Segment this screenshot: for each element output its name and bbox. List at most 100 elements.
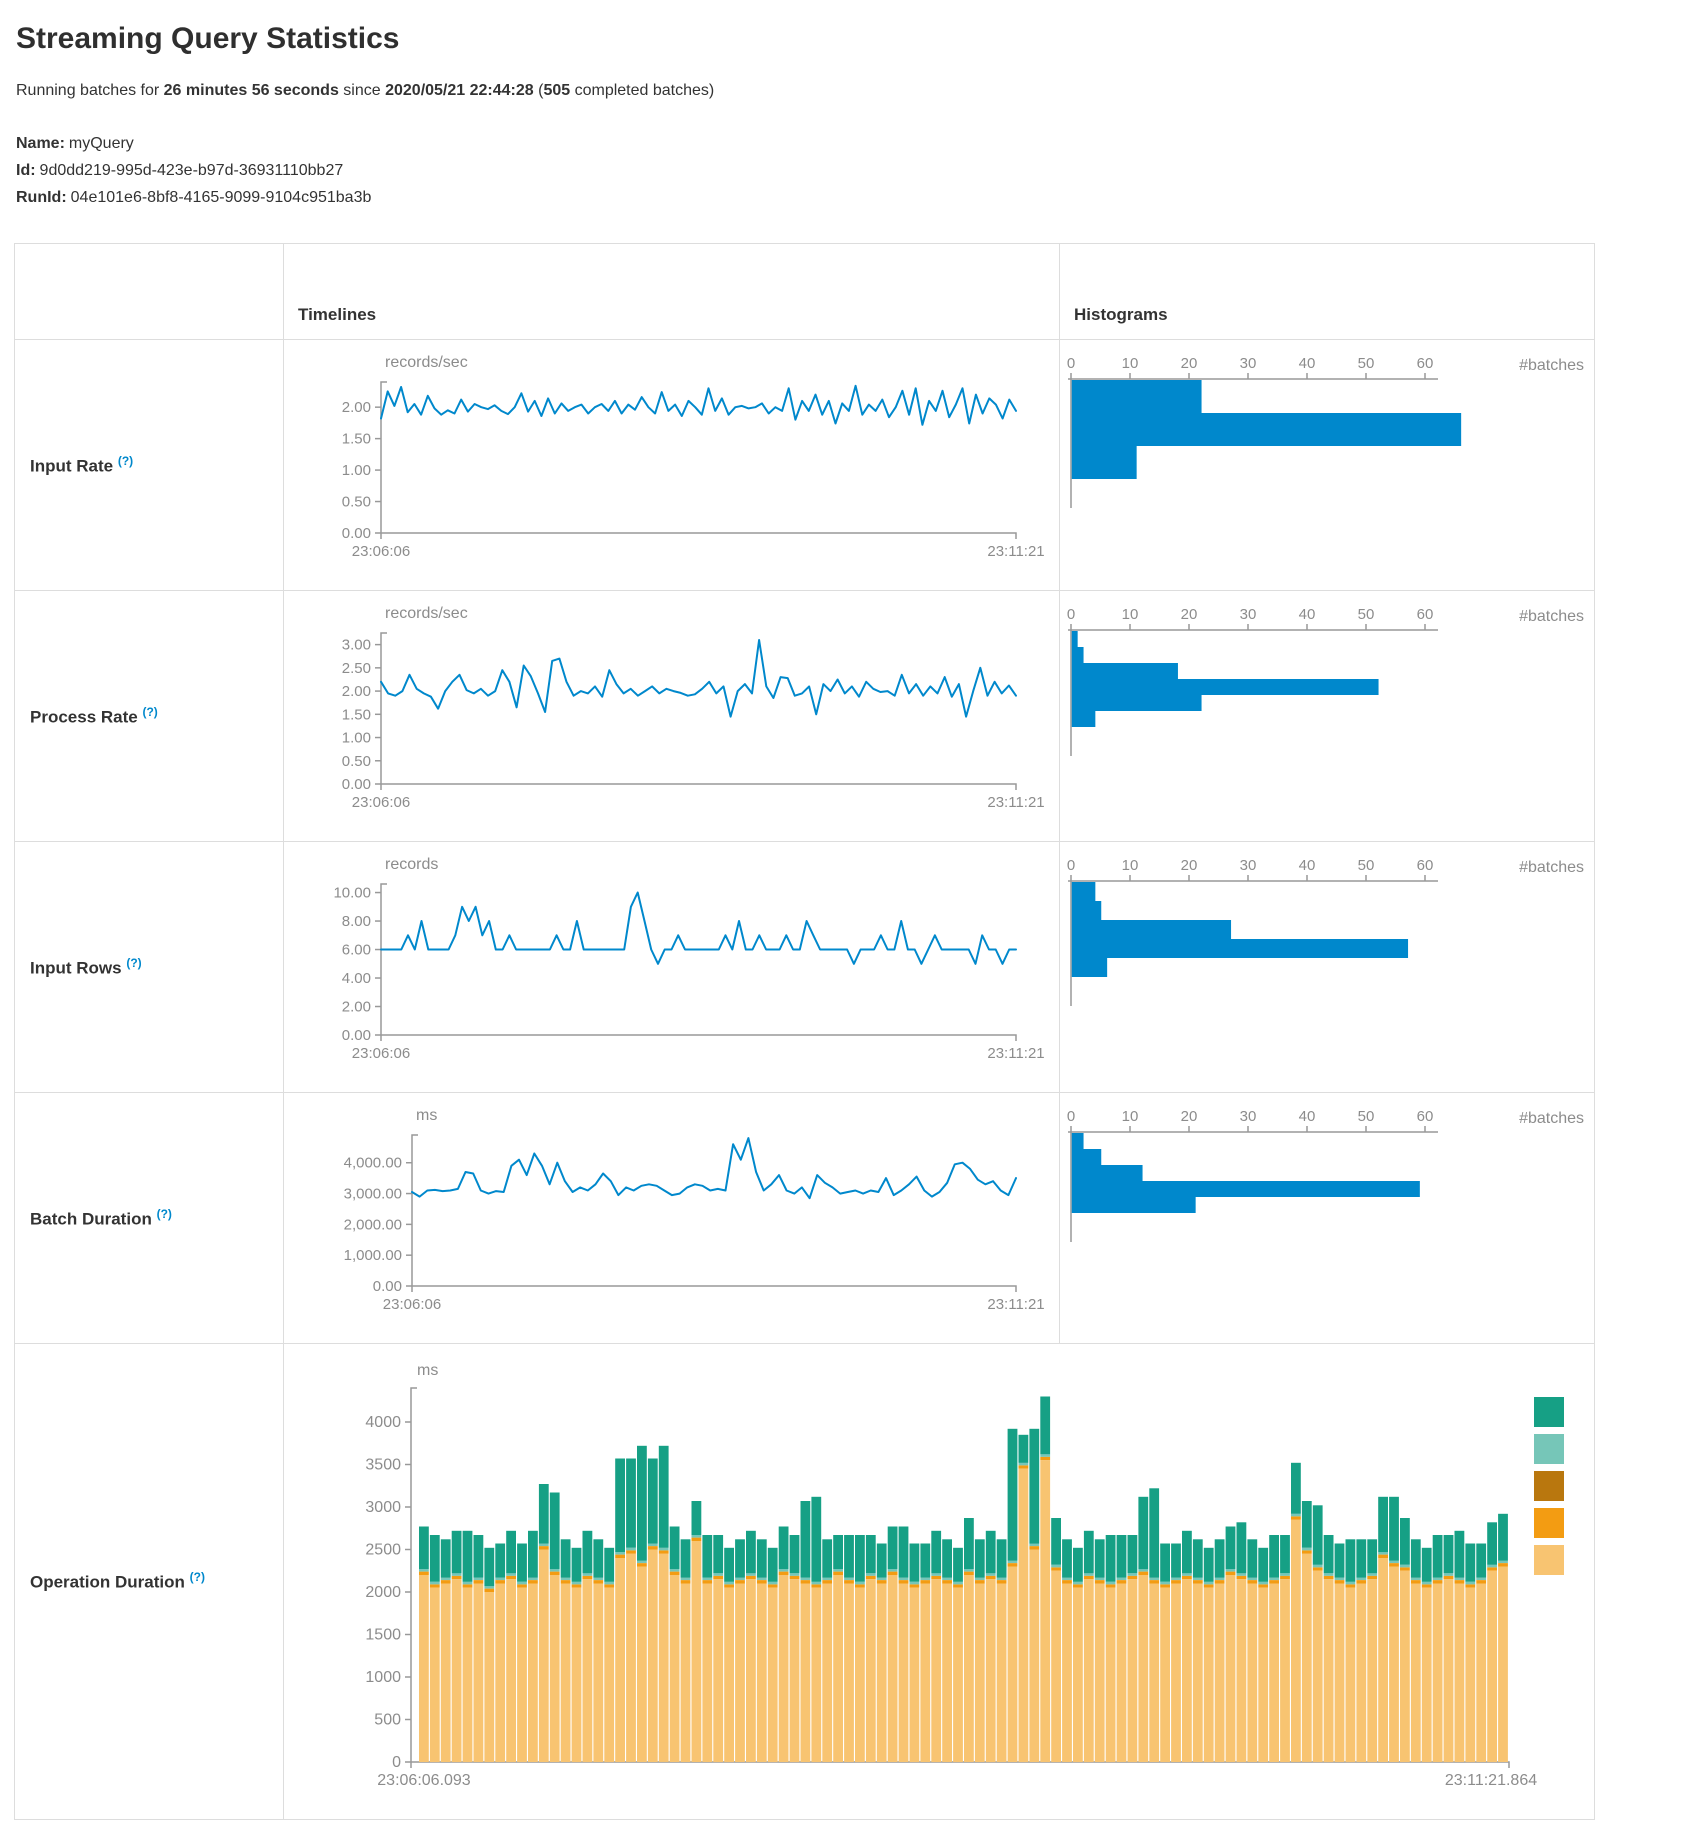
page-title: Streaming Query Statistics	[16, 22, 400, 55]
input-rows-label-cell: Input Rows (?)	[14, 841, 284, 1093]
query-runid-row: RunId: 04e101e6-8bf8-4165-9099-9104c951ba…	[16, 184, 1693, 211]
svg-text:0.50: 0.50	[342, 494, 371, 511]
summary-prefix: Running batches for	[16, 82, 164, 99]
svg-text:3000: 3000	[365, 1499, 401, 1516]
svg-text:1,000.00: 1,000.00	[344, 1247, 402, 1264]
query-meta: Name: myQuery Id: 9d0dd219-995d-423e-b97d-…	[16, 130, 1693, 211]
operation-duration-label-cell: Operation Duration (?)	[14, 1343, 284, 1820]
input-rows-timeline-chart: records 0.00 2.00 4.00 6.00 8.00 10.00 23:06:06…	[283, 841, 1060, 1093]
svg-text:50: 50	[1358, 857, 1375, 874]
input-rows-help-icon[interactable]: (?)	[126, 955, 142, 970]
svg-text:10: 10	[1122, 1108, 1139, 1125]
svg-text:0.00: 0.00	[373, 1278, 402, 1295]
operation-duration-row: Operation Duration (?) ms 0 500 1000 1500 200…	[14, 1343, 1595, 1820]
header-row: Timelines Histograms	[14, 243, 1595, 340]
process-rate-help-icon[interactable]: (?)	[142, 704, 158, 719]
summary-paren: (	[533, 82, 544, 99]
operation-duration-stacked-svg: ms 0 500 1000 1500 2000 2500 3000 3500 4000 23:06:…	[365, 1362, 1564, 1789]
svg-text:0: 0	[1067, 857, 1075, 874]
input-rows-timeline-svg: records 0.00 2.00 4.00 6.00 8.00 10.00 23:06:06…	[333, 856, 1044, 1062]
svg-text:records: records	[385, 856, 438, 873]
svg-text:0: 0	[1067, 606, 1075, 623]
svg-text:60: 60	[1417, 857, 1434, 874]
batch-duration-label-cell: Batch Duration (?)	[14, 1092, 284, 1344]
svg-text:40: 40	[1299, 606, 1316, 623]
histograms-header: Histograms	[1059, 243, 1595, 340]
svg-text:60: 60	[1417, 355, 1434, 372]
summary-duration: 26 minutes 56 seconds	[163, 82, 339, 99]
batch-duration-row: Batch Duration (?) ms 0.00 1,000.00 2,000.0…	[14, 1092, 1595, 1344]
svg-text:1.00: 1.00	[342, 730, 371, 747]
svg-text:500: 500	[374, 1712, 401, 1729]
input-rate-label-cell: Input Rate (?)	[14, 339, 284, 591]
svg-text:3,000.00: 3,000.00	[344, 1186, 402, 1203]
svg-text:0.00: 0.00	[342, 1027, 371, 1044]
svg-text:23:06:06: 23:06:06	[352, 543, 410, 560]
operation-duration-help-icon[interactable]: (?)	[189, 1570, 205, 1585]
input-rows-histogram-svg: #batches 0 10 20 30 40 50 60	[1067, 857, 1584, 1006]
batch-duration-help-icon[interactable]: (?)	[156, 1206, 172, 1221]
svg-text:23:11:21: 23:11:21	[987, 543, 1044, 560]
svg-text:0.00: 0.00	[342, 776, 371, 793]
svg-text:50: 50	[1358, 355, 1375, 372]
svg-text:23:11:21: 23:11:21	[987, 794, 1044, 811]
input-rate-help-icon[interactable]: (?)	[117, 453, 134, 468]
svg-text:23:06:06: 23:06:06	[352, 794, 410, 811]
svg-text:2.00: 2.00	[342, 683, 371, 700]
query-name-row: Name: myQuery	[16, 130, 1693, 157]
statistics-table: Timelines Histograms Input Rate (?) reco…	[14, 243, 1595, 1820]
summary-start-time: 2020/05/21 22:44:28	[385, 82, 534, 99]
operation-duration-chart: ms 0 500 1000 1500 2000 2500 3000 3500 4000 23:06:…	[283, 1343, 1595, 1820]
svg-text:2.00: 2.00	[342, 999, 371, 1016]
svg-text:0: 0	[392, 1754, 401, 1771]
svg-text:20: 20	[1181, 606, 1198, 623]
process-rate-timeline-svg: records/sec 0.00 0.50 1.00 1.50 2.00 2.50 3.00 2…	[342, 605, 1045, 811]
summary-suffix: completed batches)	[570, 82, 715, 99]
svg-text:40: 40	[1299, 355, 1316, 372]
timelines-header: Timelines	[283, 243, 1060, 340]
svg-text:records/sec: records/sec	[385, 605, 468, 622]
svg-text:50: 50	[1358, 606, 1375, 623]
svg-text:3.00: 3.00	[342, 637, 371, 654]
svg-text:0.00: 0.00	[342, 525, 371, 542]
svg-text:23:06:06: 23:06:06	[352, 1045, 410, 1062]
runid-label: RunId:	[16, 189, 67, 206]
svg-text:20: 20	[1181, 1108, 1198, 1125]
svg-text:20: 20	[1181, 355, 1198, 372]
svg-text:2500: 2500	[365, 1542, 401, 1559]
svg-text:40: 40	[1299, 857, 1316, 874]
summary-mid: since	[338, 82, 386, 99]
svg-text:1.00: 1.00	[342, 462, 371, 479]
svg-text:23:06:06: 23:06:06	[383, 1296, 441, 1313]
svg-text:2.00: 2.00	[342, 399, 371, 416]
svg-text:30: 30	[1240, 1108, 1257, 1125]
batch-duration-histogram-chart: #batches 0 10 20 30 40 50 60	[1059, 1092, 1595, 1344]
svg-text:10: 10	[1122, 355, 1139, 372]
input-rate-timeline-chart: records/sec 0.00 0.50 1.00 1.50 2.00 23:06:06 2…	[283, 339, 1060, 591]
query-id-row: Id: 9d0dd219-995d-423e-b97d-36931110bb27	[16, 157, 1693, 184]
id-value: 9d0dd219-995d-423e-b97d-36931110bb27	[39, 162, 344, 179]
process-rate-timeline-chart: records/sec 0.00 0.50 1.00 1.50 2.00 2.50 3.00 2…	[283, 590, 1060, 842]
svg-text:6.00: 6.00	[342, 942, 371, 959]
svg-text:8.00: 8.00	[342, 913, 371, 930]
svg-text:23:11:21.864: 23:11:21.864	[1445, 1772, 1537, 1789]
name-value: myQuery	[68, 135, 134, 152]
input-rate-histogram-chart: #batches 0 10 20 30 40 50 60	[1059, 339, 1595, 591]
svg-text:23:11:21: 23:11:21	[987, 1296, 1044, 1313]
process-rate-label: Process Rate	[30, 707, 138, 727]
empty-header-cell	[14, 243, 284, 340]
svg-text:60: 60	[1417, 1108, 1434, 1125]
id-label: Id:	[16, 162, 36, 179]
svg-text:3500: 3500	[365, 1457, 401, 1474]
batch-duration-label: Batch Duration	[30, 1209, 152, 1229]
svg-text:4,000.00: 4,000.00	[344, 1155, 402, 1172]
summary-completed-count: 505	[543, 82, 571, 99]
svg-text:23:11:21: 23:11:21	[987, 1045, 1044, 1062]
input-rows-label: Input Rows	[30, 958, 122, 978]
svg-text:1.50: 1.50	[342, 706, 371, 723]
svg-text:10: 10	[1122, 857, 1139, 874]
process-rate-histogram-svg: #batches 0 10 20 30 40 50 60	[1067, 606, 1584, 756]
process-rate-label-cell: Process Rate (?)	[14, 590, 284, 842]
input-rate-histogram-svg: #batches 0 10 20 30 40 50 60	[1067, 355, 1584, 508]
